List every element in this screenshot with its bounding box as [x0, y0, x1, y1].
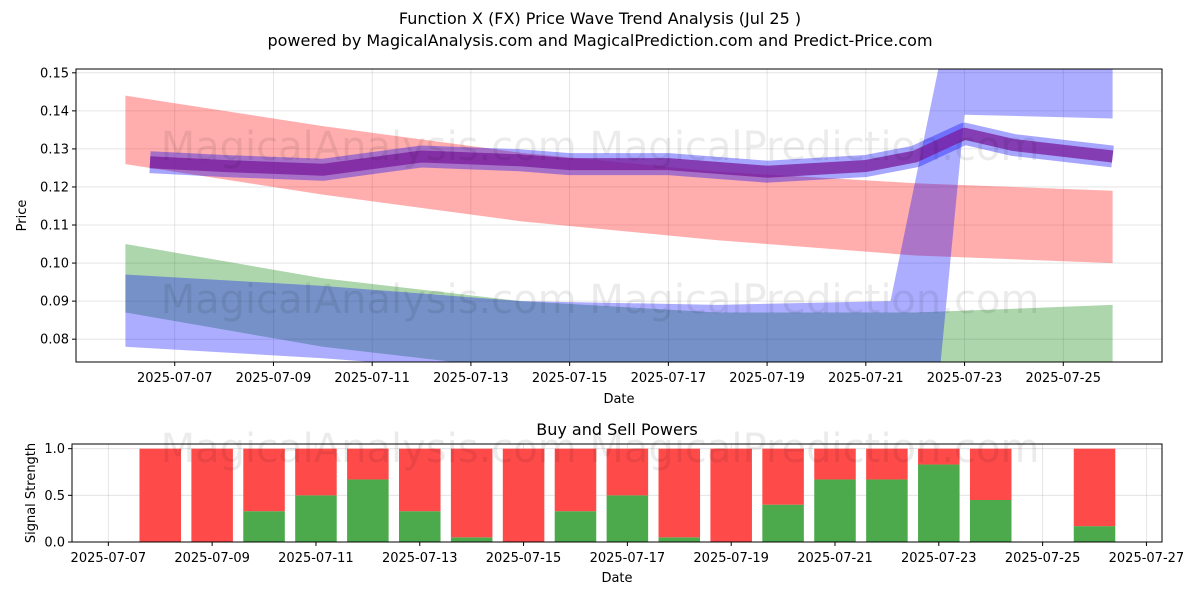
x-tick-label: 2025-07-11 [334, 371, 410, 386]
x-tick-label: 2025-07-25 [1005, 551, 1081, 566]
y-tick-label: 0.10 [40, 257, 69, 272]
watermark-text: MagicalAnalysis.com MagicalPrediction.co… [161, 426, 1040, 472]
x-tick-label: 2025-07-09 [174, 551, 250, 566]
sell-bar [918, 448, 960, 465]
buy-bar [399, 511, 441, 542]
buy-bar [658, 537, 701, 542]
y-axis-label: Price [15, 200, 30, 232]
sell-bar [762, 448, 804, 505]
x-tick-label: 2025-07-07 [71, 551, 147, 566]
buy-bar [347, 479, 389, 542]
y-tick-label: 0.13 [40, 142, 69, 157]
x-tick-label: 2025-07-23 [901, 551, 977, 566]
red-band [125, 95, 1113, 264]
buy-bar [295, 495, 337, 542]
buy-bar [1073, 526, 1116, 542]
x-axis-label: Date [603, 392, 634, 407]
sell-bar [139, 448, 181, 542]
x-tick-label: 2025-07-17 [631, 371, 707, 386]
y-tick-label: 0.15 [40, 66, 69, 81]
buy-bar [450, 537, 493, 542]
price-plot-frame [75, 68, 1163, 363]
sell-bar [814, 448, 856, 480]
x-tick-label: 2025-07-13 [433, 371, 509, 386]
sell-bar [347, 448, 389, 480]
x-tick-label: 2025-07-11 [278, 551, 354, 566]
watermark-text: MagicalAnalysis.com MagicalPrediction.co… [161, 277, 1040, 323]
sell-bar [399, 448, 441, 512]
sell-bar [710, 448, 752, 542]
buy-bar [918, 464, 960, 542]
y-tick-label: 0.14 [40, 104, 69, 119]
buy-bar [554, 511, 597, 542]
sell-bar [1073, 448, 1116, 527]
x-tick-label: 2025-07-17 [590, 551, 666, 566]
x-tick-label: 2025-07-09 [236, 371, 312, 386]
y-tick-label: 1.0 [44, 442, 65, 457]
buy-bar [969, 500, 1012, 542]
watermark-text: MagicalAnalysis.com MagicalPrediction.co… [161, 124, 1040, 170]
green-band [125, 244, 1113, 362]
signal-bars [139, 448, 1116, 542]
x-tick-label: 2025-07-15 [532, 371, 608, 386]
buy-bar [606, 495, 649, 542]
y-tick-label: 0.09 [40, 295, 69, 310]
x-tick-label: 2025-07-15 [486, 551, 562, 566]
x-axis-label: Date [601, 571, 632, 586]
price-series [125, 69, 1114, 362]
signal-plot-frame [71, 443, 1163, 543]
x-tick-label: 2025-07-23 [927, 371, 1003, 386]
y-tick-label: 0.5 [44, 489, 65, 504]
sell-bar [450, 448, 493, 538]
blue-band [125, 69, 1113, 362]
y-tick-label: 0.08 [40, 333, 69, 348]
x-tick-label: 2025-07-25 [1025, 371, 1101, 386]
x-tick-label: 2025-07-07 [137, 371, 213, 386]
y-tick-label: 0.12 [40, 180, 69, 195]
sell-bar [191, 448, 233, 542]
chart-title: Function X (FX) Price Wave Trend Analysi… [398, 9, 802, 28]
buy-bar [243, 511, 285, 542]
sell-bar [658, 448, 701, 538]
x-tick-label: 2025-07-21 [797, 551, 873, 566]
sell-bar [969, 448, 1012, 500]
sell-bar [866, 448, 908, 480]
x-tick-label: 2025-07-19 [729, 371, 805, 386]
sell-bar [554, 448, 597, 512]
buy-bar [866, 479, 908, 542]
chart-subtitle: powered by MagicalAnalysis.com and Magic… [267, 31, 933, 50]
sell-bar [243, 448, 285, 512]
y-axis-label: Signal Strength [24, 443, 39, 543]
x-tick-label: 2025-07-13 [382, 551, 458, 566]
x-tick-label: 2025-07-19 [693, 551, 769, 566]
y-tick-label: 0.0 [44, 536, 65, 551]
buy-bar [814, 479, 856, 542]
buy-bar [762, 504, 804, 542]
signal-chart-title: Buy and Sell Powers [536, 420, 698, 439]
price-grid [76, 69, 1162, 362]
y-tick-label: 0.11 [40, 219, 69, 234]
x-tick-label: 2025-07-21 [828, 371, 904, 386]
sell-bar [606, 448, 649, 496]
x-tick-label: 2025-07-27 [1109, 551, 1185, 566]
sell-bar [502, 448, 545, 542]
wave-bundle-core [149, 127, 1114, 178]
sell-bar [295, 448, 337, 496]
